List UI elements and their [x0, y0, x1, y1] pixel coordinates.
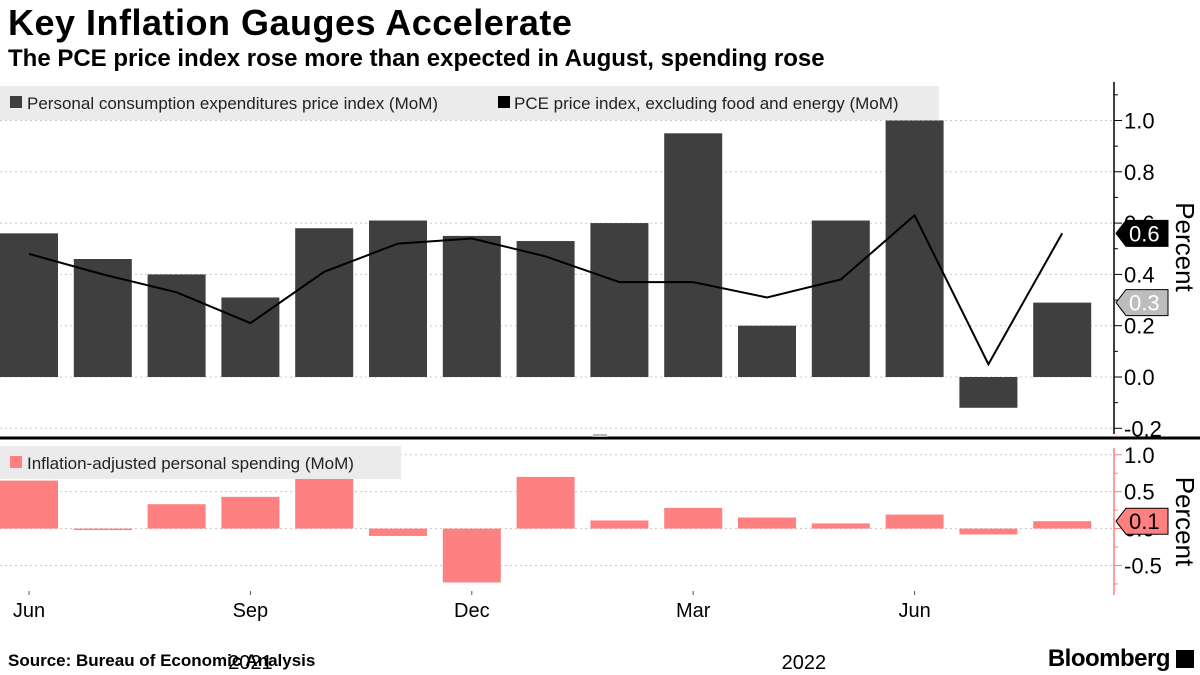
pce-bar	[442, 235, 501, 377]
legend-swatch-pce	[10, 96, 22, 108]
pce-bar	[590, 223, 649, 377]
pce-bar	[664, 133, 723, 377]
legend-label-spending: Inflation-adjusted personal spending (Mo…	[27, 454, 354, 473]
spending-bar	[590, 520, 649, 529]
x-year-label: 2022	[782, 652, 827, 674]
spending-bar	[369, 528, 427, 536]
pce-bar	[885, 120, 944, 377]
legend-swatch-spending	[10, 456, 22, 468]
spending-bar	[664, 507, 723, 529]
y-axis-title: Percent	[1170, 202, 1200, 292]
y-tick-label: 1.0	[1124, 108, 1155, 133]
x-year-label: 2021	[228, 652, 273, 674]
brand-logo: Bloomberg	[1047, 645, 1171, 672]
last-value-tag	[1115, 219, 1169, 247]
spending-bar	[147, 504, 206, 529]
last-value-label: 0.6	[1129, 221, 1160, 246]
y-tick-label: 1.0	[1124, 443, 1155, 468]
spending-bar	[0, 480, 58, 529]
pce-bar	[1033, 302, 1092, 377]
y-tick-label: 0.2	[1124, 314, 1155, 339]
y-tick-label: 0.5	[1124, 480, 1155, 505]
source-note: Source: Bureau of Economic Analysis	[8, 651, 316, 670]
pce-bar	[295, 228, 354, 377]
spending-bar	[738, 517, 796, 529]
pce-bar	[369, 220, 427, 377]
x-tick-label: Mar	[676, 600, 711, 622]
legend-swatch-core	[498, 96, 510, 108]
pce-bar	[0, 233, 58, 377]
core-pce-line	[28, 213, 1064, 367]
spending-bar	[885, 514, 944, 529]
legend-box	[0, 446, 401, 479]
y-axis-title: Percent	[1170, 477, 1200, 567]
chart-subtitle: The PCE price index rose more than expec…	[8, 45, 825, 72]
x-tick-label: Dec	[454, 600, 490, 622]
legend-label-pce: Personal consumption expenditures price …	[27, 94, 438, 113]
x-tick-label: Jun	[13, 600, 45, 622]
x-tick-label: Jun	[898, 600, 930, 622]
last-value-tag	[1115, 289, 1169, 317]
y-tick-label: 0.8	[1124, 160, 1155, 185]
spending-bar	[959, 528, 1018, 535]
spending-bar	[811, 523, 870, 529]
pce-bar	[738, 325, 796, 377]
last-value-tag	[1115, 507, 1169, 535]
last-value-label: 0.1	[1129, 509, 1160, 534]
spending-bar	[73, 528, 132, 531]
spending-bar	[516, 476, 575, 529]
pce-bar	[516, 241, 575, 377]
pce-bar	[959, 377, 1018, 408]
x-tick-label: Sep	[233, 600, 269, 622]
spending-bar	[221, 496, 280, 529]
pce-bar	[73, 259, 132, 377]
last-value-label: 0.3	[1129, 291, 1160, 316]
spending-bar	[295, 478, 354, 529]
spending-bar	[1033, 521, 1092, 529]
y-tick-label: -0.5	[1124, 553, 1162, 578]
chart-title: Key Inflation Gauges Accelerate	[8, 2, 573, 43]
y-tick-label: 0.4	[1124, 262, 1155, 287]
panel-resize-handle	[593, 434, 607, 437]
legend-label-core: PCE price index, excluding food and ener…	[514, 94, 899, 113]
pce-bar	[147, 274, 206, 377]
y-tick-label: 0.0	[1124, 365, 1155, 390]
legend-box	[0, 86, 939, 120]
spending-bar	[442, 528, 501, 583]
pce-bar	[811, 220, 870, 377]
bloomberg-mark-icon	[1176, 650, 1194, 668]
